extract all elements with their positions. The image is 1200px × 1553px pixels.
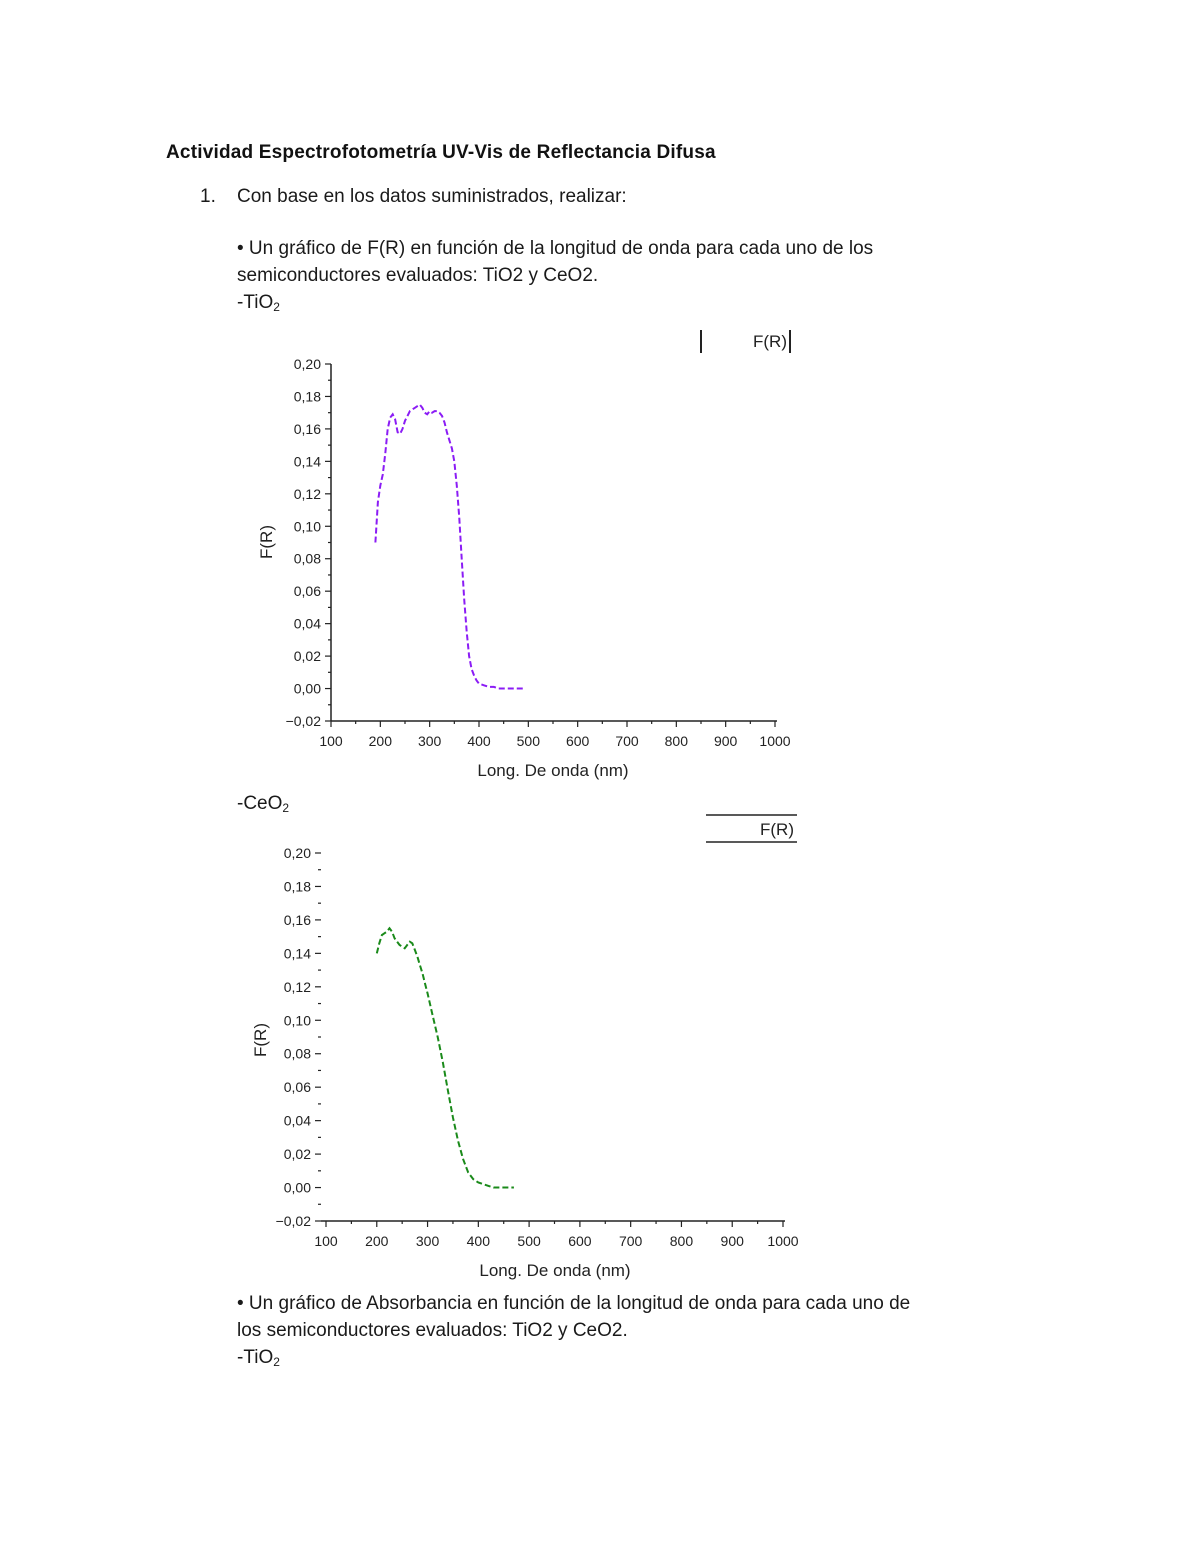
label-ceo2: -CeO2 (237, 793, 290, 815)
svg-text:0,16: 0,16 (284, 912, 311, 928)
svg-text:−0,02: −0,02 (276, 1213, 312, 1229)
svg-text:200: 200 (365, 1233, 389, 1249)
chart-ceo2-xlabel: Long. De onda (nm) (479, 1261, 630, 1280)
svg-text:1000: 1000 (759, 733, 790, 749)
chart-ceo2-fr: −0,02 0,00 0,02 0,04 0,06 0,08 0,10 0,12 0,14 0,1… (251, 814, 799, 1280)
chart-tio2-series (374, 403, 524, 690)
svg-text:F(R): F(R) (760, 820, 794, 839)
svg-text:0,04: 0,04 (294, 616, 321, 632)
svg-text:800: 800 (665, 733, 689, 749)
svg-text:600: 600 (568, 1233, 592, 1249)
svg-text:0,02: 0,02 (294, 648, 321, 664)
svg-text:0,12: 0,12 (294, 486, 321, 502)
svg-text:500: 500 (517, 1233, 541, 1249)
label-tio2-absorbance: -TiO2 (237, 1347, 280, 1369)
svg-text:0,04: 0,04 (284, 1113, 311, 1129)
svg-text:300: 300 (416, 1233, 440, 1249)
document-title: Actividad Espectrofotometría UV-Vis de R… (166, 142, 716, 163)
list-number: 1. (200, 186, 216, 207)
bullet-fr: • Un gráfico de F(R) en función de la lo… (237, 235, 997, 321)
chart-tio2-legend: F(R) (700, 330, 791, 353)
svg-text:400: 400 (467, 1233, 491, 1249)
chart-tio2-fr: −0,02 0,00 0,02 0,04 0,06 0,08 0,10 0,12 0,14 0,1… (257, 330, 791, 780)
svg-text:300: 300 (418, 733, 442, 749)
svg-text:0,20: 0,20 (284, 845, 311, 861)
svg-text:0,18: 0,18 (284, 878, 311, 894)
chart-ceo2-axes: −0,02 0,00 0,02 0,04 0,06 0,08 0,10 0,12 0,14 0,1… (276, 845, 799, 1249)
svg-text:700: 700 (615, 733, 639, 749)
bullet-fr-line1: • Un gráfico de F(R) en función de la lo… (237, 238, 874, 259)
svg-text:0,10: 0,10 (294, 518, 321, 534)
chart-tio2-axes: −0,02 0,00 0,02 0,04 0,06 0,08 0,10 0,12 0,14 0,1… (286, 356, 791, 749)
svg-text:0,00: 0,00 (294, 681, 321, 697)
svg-text:100: 100 (314, 1233, 338, 1249)
svg-text:100: 100 (319, 733, 343, 749)
chart-ceo2-legend: F(R) (706, 814, 797, 843)
svg-text:0,14: 0,14 (284, 945, 311, 961)
svg-text:0,02: 0,02 (284, 1146, 311, 1162)
chart-ceo2-series (375, 926, 514, 1189)
svg-text:400: 400 (467, 733, 491, 749)
svg-text:0,14: 0,14 (294, 453, 321, 469)
svg-text:0,00: 0,00 (284, 1180, 311, 1196)
svg-text:0,06: 0,06 (284, 1079, 311, 1095)
svg-text:600: 600 (566, 733, 590, 749)
svg-text:0,20: 0,20 (294, 356, 321, 372)
list-item-text: Con base en los datos suministrados, rea… (237, 186, 627, 207)
chart-tio2-xlabel: Long. De onda (nm) (477, 761, 628, 780)
chart-ceo2-ylabel: F(R) (251, 1023, 270, 1057)
svg-text:0,08: 0,08 (294, 551, 321, 567)
svg-text:900: 900 (714, 733, 738, 749)
svg-text:800: 800 (670, 1233, 694, 1249)
svg-text:0,18: 0,18 (294, 388, 321, 404)
svg-text:200: 200 (369, 733, 393, 749)
bullet-abs-line2: los semiconductores evaluados: TiO2 y Ce… (237, 1320, 628, 1341)
svg-text:1000: 1000 (767, 1233, 798, 1249)
label-tio2: -TiO2 (237, 292, 280, 314)
svg-text:500: 500 (517, 733, 541, 749)
svg-text:−0,02: −0,02 (286, 713, 322, 729)
bullet-fr-line2: semiconductores evaluados: TiO2 y CeO2. (237, 265, 599, 286)
bullet-abs-line1: • Un gráfico de Absorbancia en función d… (237, 1293, 911, 1314)
svg-text:700: 700 (619, 1233, 643, 1249)
chart-tio2-ylabel: F(R) (257, 525, 276, 559)
svg-text:F(R): F(R) (753, 332, 787, 351)
svg-text:0,06: 0,06 (294, 583, 321, 599)
svg-text:0,12: 0,12 (284, 979, 311, 995)
svg-text:0,10: 0,10 (284, 1012, 311, 1028)
svg-text:0,16: 0,16 (294, 421, 321, 437)
svg-text:900: 900 (721, 1233, 745, 1249)
bullet-absorbance: • Un gráfico de Absorbancia en función d… (237, 1290, 1017, 1376)
svg-text:0,08: 0,08 (284, 1046, 311, 1062)
